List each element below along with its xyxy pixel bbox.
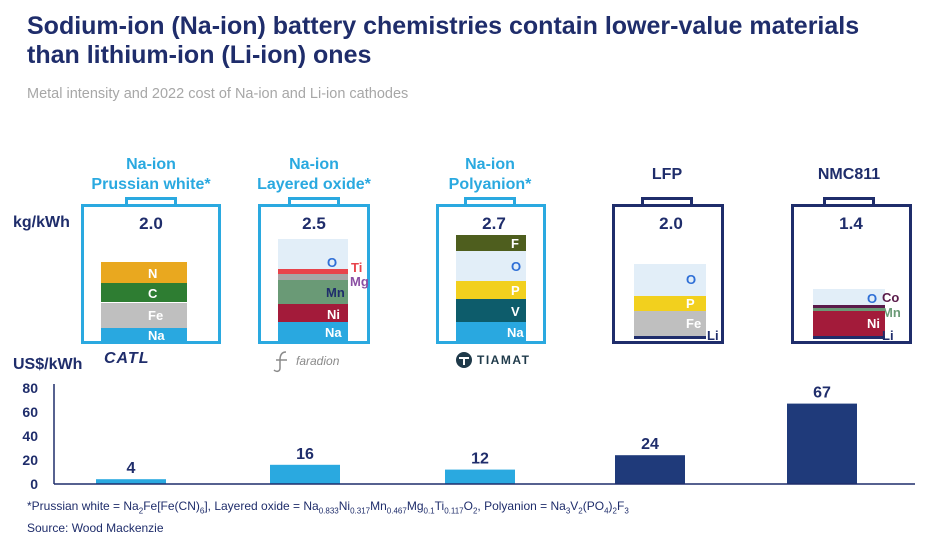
chemistry-label-nmc811: NMC811 [817,166,881,183]
kg-value: 2.0 [659,214,683,233]
layer-label-v: V [511,304,520,319]
cost-bar [270,464,340,484]
usd-unit-label: US$/kWh [13,356,83,373]
layer-li [813,336,885,339]
y-tick-label: 40 [22,428,38,444]
layer-ni [813,311,885,336]
layer-label-p: P [511,283,520,298]
layer-n [101,262,187,283]
layer-label-na: Na [148,328,165,343]
layer-label-ti: Ti [351,260,363,275]
layer-o [278,239,348,269]
layer-v [456,299,526,322]
layer-co [813,305,885,308]
battery-nmc811: 1.4 O Co Mn Ni Li [791,204,912,344]
layer-label-mn: Mn [326,285,345,300]
layer-mg [278,274,348,280]
battery-layered-oxide: 2.5 O Ti Mg Mn Ni Na [258,204,370,344]
y-tick-label: 20 [22,452,38,468]
kg-value: 1.4 [839,214,863,233]
layer-c [101,283,187,302]
faradion-wordmark: faradion [296,354,340,368]
faradion-logo: faradion [272,350,372,374]
y-tick-label: 60 [22,404,38,420]
layer-mn [278,280,348,304]
layer-mn [813,308,885,311]
battery-cap [288,197,340,206]
layer-o [634,264,706,296]
kg-value: 2.7 [482,214,506,233]
bar-value-label: 24 [641,436,659,453]
bar-value-label: 67 [813,385,831,402]
layer-o [813,289,885,305]
cost-bar [615,455,685,484]
layer-ti [278,269,348,274]
layer-label-p: P [686,296,695,311]
kg-value: 2.5 [302,214,326,233]
y-tick-label: 80 [22,380,38,396]
battery-cap [464,197,516,206]
chemistry-label-prussian-white: Na-ion Prussian white* [91,156,211,193]
chart-subtitle: Metal intensity and 2022 cost of Na-ion … [27,86,409,102]
layer-li [634,336,706,339]
layer-label-mg: Mg [350,274,369,289]
battery-cap [823,197,875,206]
chemistry-label-polyanion: Na-ion Polyanion* [448,156,532,193]
battery-polyanion: 2.7 F O P V Na [436,204,546,344]
layer-f [456,235,526,251]
source-note: Source: Wood Mackenzie [27,521,164,535]
layer-label-ni: Ni [867,316,880,331]
layer-label-ni: Ni [327,307,340,322]
layer-label-na: Na [507,325,524,340]
layer-na [278,322,348,341]
layer-label-o: O [511,259,522,274]
layer-label-n: N [148,266,158,281]
layer-o [456,251,526,281]
bar-value-label: 4 [127,460,136,477]
battery-cap [641,197,693,206]
layer-fe [634,311,706,336]
layer-label-o: O [686,272,697,287]
layer-label-mn: Mn [882,305,901,320]
layer-p [456,281,526,299]
footnote: *Prussian white = Na2Fe[Fe(CN)6], Layere… [27,499,629,516]
layer-label-o: O [327,255,338,270]
kg-value: 2.0 [139,214,163,233]
layer-na [101,328,187,341]
tiamat-wordmark: TIAMAT [477,353,531,367]
layer-na [456,322,526,341]
tiamat-symbol-icon [456,352,472,368]
layer-ni [278,304,348,322]
kg-unit-label: kg/kWh [13,214,70,231]
bar-value-label: 16 [296,446,314,463]
layer-label-na: Na [325,325,342,340]
battery-lfp: 2.0 O P Fe Li [612,204,724,344]
chemistry-label-layered-oxide: Na-ion Layered oxide* [257,156,371,193]
layer-label-f: F [511,236,519,251]
layer-label-c: C [148,286,158,301]
battery-cap [125,197,177,206]
layer-fe [101,303,187,328]
chart-title: Sodium-ion (Na-ion) battery chemistries … [27,12,860,69]
cost-bar [445,469,515,484]
layer-p [634,296,706,311]
catl-logo: CATL [104,350,150,367]
layer-label-o: O [867,291,878,306]
cost-bar [96,479,166,484]
layer-label-fe: Fe [148,308,164,323]
battery-prussian-white: 2.0 Na Fe C N [81,204,221,344]
chemistry-label-lfp: LFP [651,166,683,183]
cost-bar [787,403,857,484]
y-tick-label: 0 [30,476,38,492]
layer-label-co: Co [882,290,900,305]
layer-label-fe: Fe [686,316,702,331]
bar-value-label: 12 [471,451,489,468]
faradion-symbol-icon [273,351,287,373]
layer-label-li: Li [707,328,719,343]
layer-label-li: Li [882,328,894,343]
tiamat-logo: TIAMAT [455,350,565,370]
